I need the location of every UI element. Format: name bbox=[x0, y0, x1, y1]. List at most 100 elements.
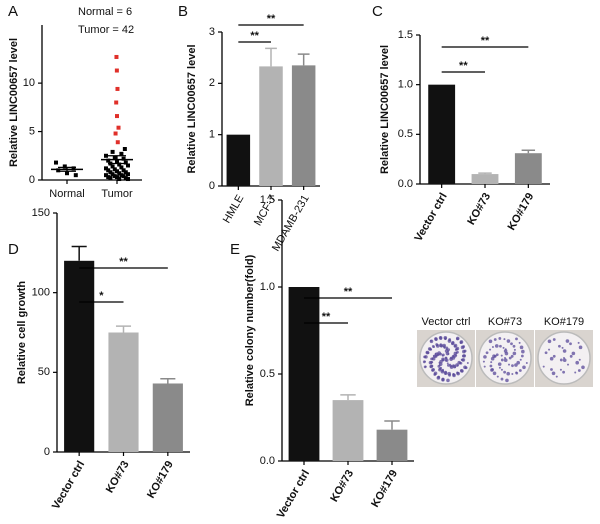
data-point bbox=[65, 171, 69, 176]
colony bbox=[502, 346, 505, 349]
colony bbox=[423, 365, 427, 369]
x-tick-label: KO#73 bbox=[328, 468, 356, 504]
data-point bbox=[121, 156, 126, 161]
colony bbox=[521, 349, 525, 354]
colony bbox=[500, 358, 504, 362]
panel-letter: B bbox=[178, 3, 188, 20]
colony bbox=[455, 346, 460, 351]
colony bbox=[515, 371, 519, 375]
y-tick-label: 0.0 bbox=[260, 455, 275, 467]
colony bbox=[559, 368, 562, 371]
colony bbox=[491, 345, 494, 348]
bar bbox=[471, 174, 499, 184]
colony bbox=[565, 339, 570, 343]
x-tick-label: Vector ctrl bbox=[50, 459, 87, 512]
colony bbox=[435, 343, 439, 346]
significance-label: ** bbox=[119, 256, 128, 268]
colony bbox=[437, 364, 441, 368]
data-point bbox=[106, 158, 111, 163]
data-point bbox=[123, 176, 128, 181]
colony bbox=[499, 344, 502, 348]
colony bbox=[513, 348, 516, 351]
panel-letter: E bbox=[230, 241, 240, 258]
colony bbox=[463, 354, 466, 357]
colony bbox=[434, 337, 437, 340]
colony bbox=[562, 370, 566, 374]
x-tick-label: Normal bbox=[49, 188, 84, 200]
x-tick-label: KO#73 bbox=[104, 459, 132, 495]
bar bbox=[226, 134, 251, 186]
colony bbox=[430, 357, 434, 361]
y-tick-label: 2 bbox=[209, 77, 215, 89]
y-axis-label: Relative LINC00657 level bbox=[8, 38, 20, 167]
colony bbox=[508, 356, 512, 360]
colony bbox=[437, 351, 441, 355]
colony bbox=[503, 358, 508, 363]
colony bbox=[441, 379, 444, 382]
colony bbox=[498, 366, 501, 369]
colony bbox=[489, 348, 492, 351]
colony bbox=[510, 342, 513, 346]
y-tick-label: 150 bbox=[32, 207, 50, 219]
x-tick-label: KO#73 bbox=[465, 191, 493, 227]
colony bbox=[441, 353, 445, 357]
significance-label: ** bbox=[481, 35, 490, 47]
data-point bbox=[113, 131, 118, 136]
colony bbox=[446, 362, 449, 365]
colony bbox=[490, 368, 494, 372]
data-point bbox=[110, 172, 115, 177]
data-point bbox=[115, 175, 119, 180]
colony bbox=[438, 361, 441, 364]
error-bar bbox=[521, 149, 536, 154]
colony bbox=[505, 378, 509, 383]
y-axis-label: Relative LINC00657 level bbox=[379, 45, 391, 174]
x-tick-label: HMLE bbox=[221, 193, 247, 225]
data-point bbox=[104, 166, 108, 171]
colony bbox=[511, 373, 514, 376]
significance-label: ** bbox=[322, 311, 331, 323]
error-bar bbox=[340, 394, 356, 401]
colony bbox=[555, 375, 558, 378]
y-axis-label: Relative cell growth bbox=[16, 281, 28, 385]
colony bbox=[544, 351, 548, 355]
data-point bbox=[115, 169, 119, 174]
colony bbox=[548, 348, 551, 351]
data-point bbox=[54, 160, 58, 165]
colony bbox=[493, 338, 497, 341]
bar bbox=[152, 383, 183, 452]
plate-label: KO#179 bbox=[544, 316, 584, 328]
data-point bbox=[117, 171, 122, 176]
colony bbox=[439, 343, 442, 346]
y-tick-label: 0 bbox=[44, 446, 50, 458]
colony bbox=[459, 340, 464, 344]
colony bbox=[449, 365, 454, 369]
colony bbox=[428, 360, 433, 365]
colony bbox=[448, 373, 451, 377]
y-tick-label: 0.5 bbox=[260, 368, 275, 380]
colony bbox=[518, 341, 521, 344]
error-bar bbox=[108, 155, 126, 165]
colony bbox=[456, 371, 460, 376]
y-tick-label: 10 bbox=[23, 77, 35, 89]
y-axis-label: Relative LINC00657 level bbox=[186, 44, 198, 173]
panel-letter: C bbox=[372, 3, 383, 20]
data-point bbox=[123, 160, 128, 165]
data-point bbox=[71, 166, 76, 171]
colony bbox=[452, 341, 455, 344]
data-point bbox=[126, 177, 130, 182]
colony bbox=[562, 358, 567, 363]
colony bbox=[445, 359, 448, 362]
data-point bbox=[115, 140, 120, 145]
x-tick-label: Tumor bbox=[101, 188, 133, 200]
colony bbox=[461, 358, 466, 362]
colony bbox=[430, 339, 433, 342]
data-point bbox=[123, 170, 128, 175]
colony bbox=[552, 338, 556, 341]
colony bbox=[569, 354, 573, 358]
data-point bbox=[114, 54, 119, 59]
data-point bbox=[115, 114, 119, 119]
error-bar bbox=[160, 377, 176, 384]
colony bbox=[506, 339, 511, 343]
colony bbox=[552, 354, 556, 358]
